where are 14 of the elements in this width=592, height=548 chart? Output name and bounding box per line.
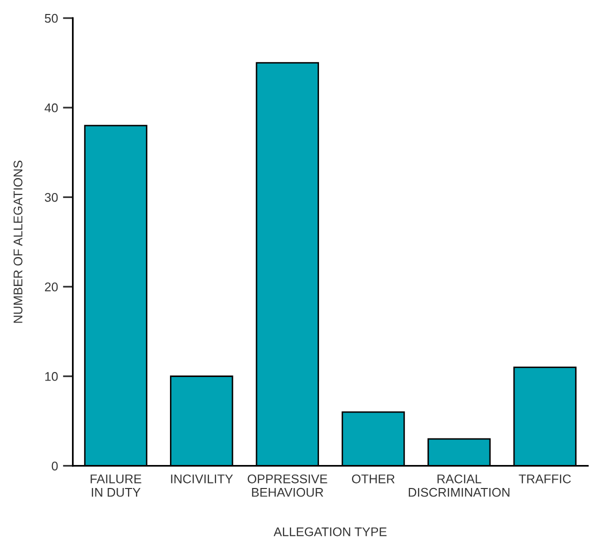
x-tick-label: OTHER: [352, 474, 395, 484]
x-tick-label: TRAFFIC: [518, 474, 571, 484]
y-tick-label: 20: [44, 282, 58, 292]
x-tick-label: FAILURE IN DUTY: [90, 474, 142, 497]
x-axis-title: ALLEGATION TYPE: [274, 527, 387, 536]
y-tick-label: 40: [44, 103, 58, 112]
x-tick-label: INCIVILITY: [171, 474, 233, 484]
x-tick-label: OPPRESSIVE BEHAVIOUR: [248, 474, 328, 497]
y-tick-label: 50: [44, 14, 58, 23]
y-tick-label: 30: [44, 192, 58, 202]
y-tick-label: 10: [45, 372, 58, 381]
x-tick-label: RACIAL DISCRIMINATION: [408, 474, 510, 497]
y-axis-title: NUMBER OF ALLEGATIONS: [14, 160, 22, 323]
y-tick-label: 0: [52, 462, 58, 470]
